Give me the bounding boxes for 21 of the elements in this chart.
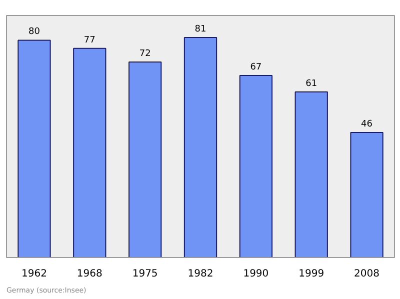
x-tick-label: 1975 [132,268,158,280]
data-label: 46 [361,120,373,130]
data-label: 81 [194,24,206,34]
data-label: 67 [250,62,262,73]
bar [294,91,328,258]
x-tick-label: 1962 [21,268,47,280]
data-label: 72 [139,48,151,59]
data-label: 77 [84,35,96,46]
x-tick-label: 1990 [243,268,269,280]
bar [73,48,106,258]
x-tick-label: 1999 [298,268,324,280]
x-tick-label: 1982 [188,268,214,280]
bar [350,132,384,258]
bar [18,40,51,258]
data-label: 80 [28,27,40,38]
bar [128,61,162,258]
data-label: 61 [306,78,318,89]
x-tick-label: 1968 [76,268,102,280]
x-tick-label: 2008 [354,268,380,280]
bar [184,37,218,258]
bar [239,75,273,258]
